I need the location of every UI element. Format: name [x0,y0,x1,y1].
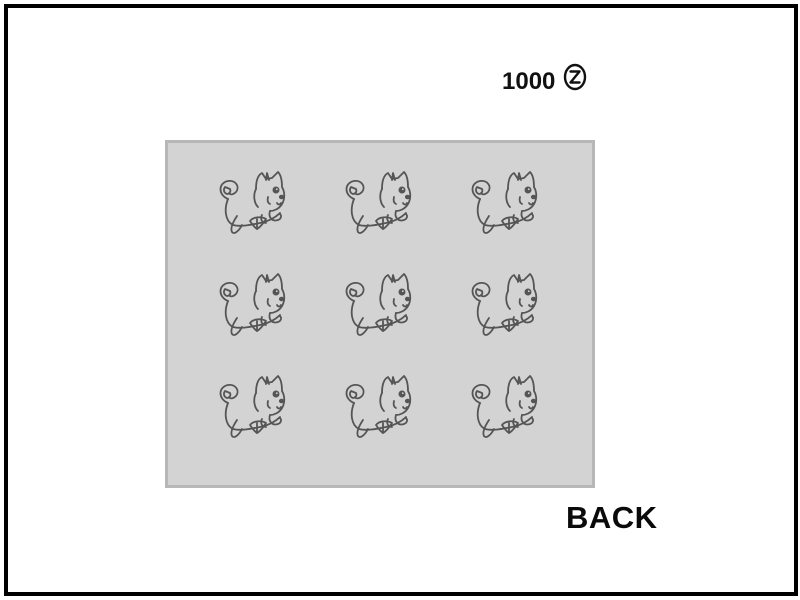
dog-icon [206,159,296,249]
dog-icon [332,159,422,249]
grid-slot-4[interactable] [206,261,296,351]
dog-icon [458,261,548,351]
grid-slot-6[interactable] [458,261,548,351]
currency-amount: 1000 [502,68,556,95]
dog-icon [206,261,296,351]
character-grid-panel [165,140,595,488]
z-coin-icon [564,63,587,91]
grid-slot-8[interactable] [332,363,422,453]
grid-slot-5[interactable] [332,261,422,351]
grid-slot-3[interactable] [458,159,548,249]
grid-slot-1[interactable] [206,159,296,249]
grid-slot-2[interactable] [332,159,422,249]
dog-icon [458,363,548,453]
grid-slot-7[interactable] [206,363,296,453]
grid-slot-9[interactable] [458,363,548,453]
dog-icon [332,261,422,351]
back-button[interactable]: BACK [566,500,658,535]
currency-display: 1000 [502,62,587,102]
dog-icon [332,363,422,453]
dog-icon [458,159,548,249]
character-grid [206,159,548,453]
dog-icon [206,363,296,453]
